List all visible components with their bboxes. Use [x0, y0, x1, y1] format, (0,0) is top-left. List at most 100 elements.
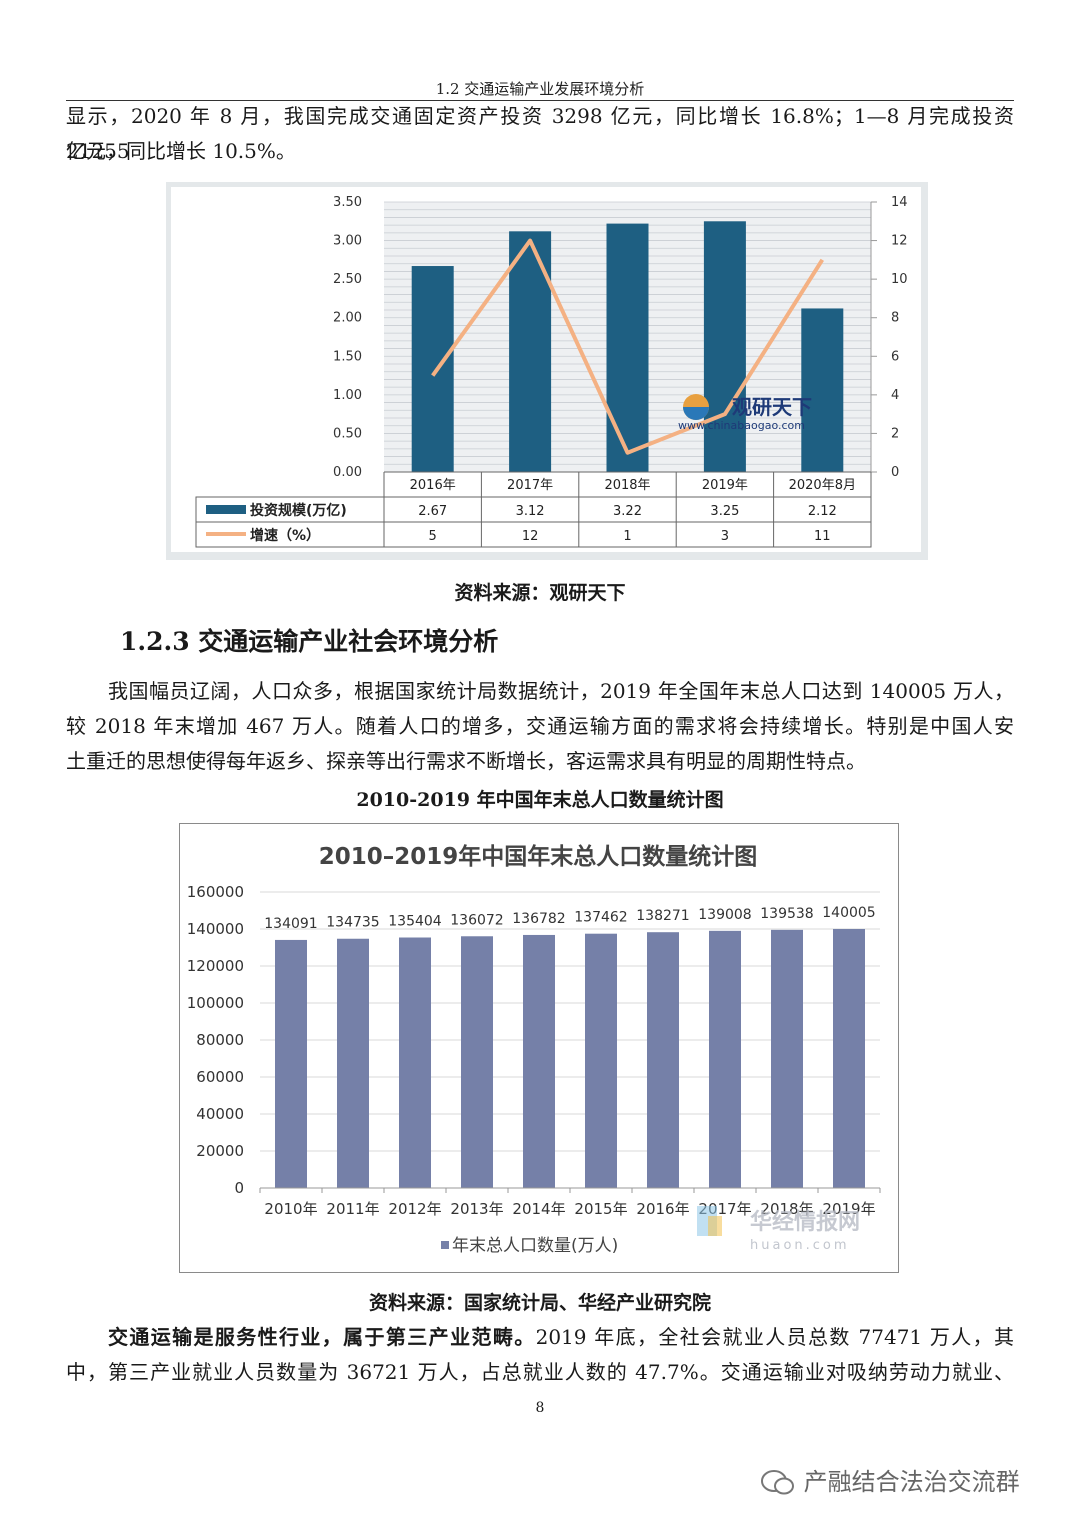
logo-url: www.chinabaogao.com — [678, 419, 805, 432]
wechat-watermark: 产融结合法治交流群 — [760, 1462, 1020, 1497]
y-right-tick: 10 — [891, 272, 908, 287]
y-left-tick: 0.00 — [333, 465, 362, 480]
y-left-tick: 2.00 — [333, 311, 362, 326]
y-right-tick: 12 — [891, 234, 908, 249]
x-category-label: 2014年 — [512, 1200, 565, 1218]
wechat-watermark-text: 产融结合法治交流群 — [803, 1468, 1020, 1496]
x-category-label: 2019年 — [822, 1200, 875, 1218]
growth-value-cell: 3 — [721, 529, 729, 544]
population-bar — [337, 938, 369, 1188]
y-right-tick: 2 — [891, 426, 899, 441]
y-tick: 120000 — [187, 957, 244, 975]
watermark-url: huaon.com — [750, 1238, 850, 1253]
investment-bar — [801, 308, 844, 472]
x-category-label: 2015年 — [574, 1200, 627, 1218]
population-data-label: 137462 — [574, 910, 627, 926]
y-left-tick: 0.50 — [333, 426, 362, 441]
section-para-line-2: 较 2018 年末增加 467 万人。随着人口的增多，交通运输方面的需求将会持续… — [66, 714, 1014, 738]
closing-line-2: 中，第三产业就业人员数量为 36721 万人，占总就业人数的 47.7%。交通运… — [66, 1360, 1014, 1384]
investment-value-cell: 3.22 — [613, 504, 642, 519]
wechat-icon — [761, 1470, 794, 1495]
population-bar — [771, 929, 803, 1188]
population-data-label: 140005 — [822, 905, 875, 921]
figure2-heading: 2010-2019 年中国年末总人口数量统计图 — [356, 789, 724, 811]
y-tick: 160000 — [187, 883, 244, 901]
x-category-label: 2016年 — [410, 478, 456, 493]
population-bar — [275, 939, 307, 1188]
legend-swatch — [441, 1241, 449, 1249]
y-tick: 60000 — [196, 1068, 244, 1086]
investment-bar — [509, 231, 552, 472]
y-right-tick: 4 — [891, 388, 899, 403]
x-category-label: 2013年 — [450, 1200, 503, 1218]
population-data-label: 139538 — [760, 906, 813, 922]
population-bar — [523, 934, 555, 1188]
y-tick: 40000 — [196, 1105, 244, 1123]
logo-text: 观研天下 — [732, 395, 812, 419]
y-right-tick: 8 — [891, 311, 899, 326]
y-tick: 80000 — [196, 1031, 244, 1049]
huajing-watermark: 华经情报网 huaon.com — [697, 1206, 860, 1253]
intro-line-2: 亿元，同比增长 10.5%。 — [66, 139, 296, 163]
investment-bar — [703, 221, 746, 472]
y-tick: 0 — [234, 1179, 244, 1197]
x-category-label: 2020年8月 — [789, 478, 856, 493]
x-category-label: 2017年 — [507, 478, 553, 493]
legend-bar-swatch — [206, 505, 246, 514]
y-left-tick: 1.00 — [333, 388, 362, 403]
y-left-tick: 3.50 — [333, 195, 362, 210]
x-category-label: 2011年 — [326, 1200, 379, 1218]
x-category-label: 2016年 — [636, 1200, 689, 1218]
population-bar — [647, 932, 679, 1188]
growth-value-cell: 5 — [429, 529, 437, 544]
population-chart: 2010–2019年中国年末总人口数量统计图 134091 134735 13540… — [187, 843, 881, 1256]
legend-bar-label: 投资规模(万亿) — [250, 502, 347, 519]
y-tick: 140000 — [187, 920, 244, 938]
population-chart-title: 2010–2019年中国年末总人口数量统计图 — [319, 843, 758, 870]
legend-label: 年末总人口数量(万人) — [452, 1236, 618, 1256]
intro-line-1: 显示，2020 年 8 月，我国完成交通固定资产投资 3298 亿元，同比增长 … — [66, 104, 1014, 163]
population-data-label: 136782 — [512, 911, 565, 927]
x-category-label: 2019年 — [702, 478, 748, 493]
growth-value-cell: 12 — [522, 529, 539, 544]
population-data-label: 138271 — [636, 908, 689, 924]
population-bar — [585, 933, 617, 1188]
section-title: 1.2.3 交通运输产业社会环境分析 — [120, 627, 499, 656]
population-bar — [461, 936, 493, 1188]
population-data-label: 136072 — [450, 912, 503, 928]
legend-line-label: 增速（%） — [250, 527, 320, 544]
population-legend: 年末总人口数量(万人) — [441, 1236, 618, 1256]
section-para-line-1: 我国幅员辽阔，人口众多，根据国家统计局数据统计，2019 年全国年末总人口达到 … — [108, 679, 1014, 703]
guanyan-logo: 观研天下 www.chinabaogao.com — [678, 394, 812, 432]
population-data-label: 135404 — [388, 914, 442, 930]
y-right-tick: 14 — [891, 195, 908, 210]
header-rule — [66, 100, 1014, 101]
investment-bar — [411, 266, 454, 472]
growth-value-cell: 1 — [623, 529, 631, 544]
section-para-line-3: 土重迁的思想使得每年返乡、探亲等出行需求不断增长，客运需求具有明显的周期性特点。 — [66, 749, 866, 773]
population-data-label: 134091 — [264, 916, 317, 932]
x-category-label: 2010年 — [264, 1200, 317, 1218]
population-bar — [709, 930, 741, 1188]
y-right-tick: 6 — [891, 349, 899, 364]
growth-value-cell: 11 — [814, 529, 831, 544]
y-tick: 20000 — [196, 1142, 244, 1160]
investment-chart-frame: 0.00 0.50 1.00 1.50 2.00 2.50 3.00 3.50 0 2 4 6 8 10 1… — [166, 182, 928, 560]
investment-value-cell: 3.25 — [710, 504, 739, 519]
page-number: 8 — [535, 1400, 545, 1416]
y-right-tick: 0 — [891, 465, 899, 480]
population-chart-frame: 2010–2019年中国年末总人口数量统计图 134091 134735 13540… — [179, 823, 899, 1273]
y-tick: 100000 — [187, 994, 244, 1012]
investment-value-cell: 3.12 — [516, 504, 545, 519]
y-left-tick: 2.50 — [333, 272, 362, 287]
x-category-label: 2018年 — [760, 1200, 813, 1218]
x-category-label: 2018年 — [604, 478, 650, 493]
population-data-label: 134735 — [326, 915, 379, 931]
population-bar — [833, 928, 865, 1188]
figure2-caption: 资料来源：国家统计局、华经产业研究院 — [368, 1292, 711, 1314]
y-left-tick: 1.50 — [333, 349, 362, 364]
y-left-tick: 3.00 — [333, 234, 362, 249]
closing-line-1: 交通运输是服务性行业，属于第三产业范畴。2019 年底，全社会就业人员总数 77… — [66, 1320, 1014, 1355]
running-header: 1.2 交通运输产业发展环境分析 — [435, 80, 645, 98]
closing-line-1-rest: 2019 年底，全社会就业人员总数 77471 万人，其 — [535, 1325, 1015, 1349]
